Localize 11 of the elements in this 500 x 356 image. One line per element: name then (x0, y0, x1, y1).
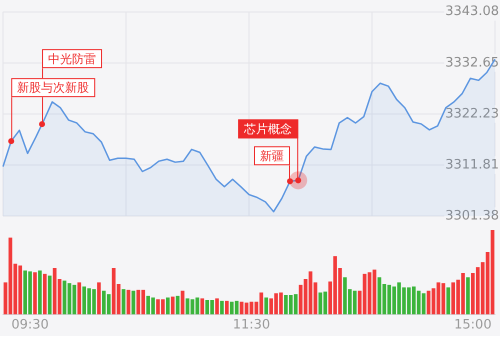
annotation: 新疆 (260, 148, 284, 163)
y-tick-label: 3322.23 (445, 106, 499, 122)
y-tick-label: 3311.81 (445, 157, 499, 172)
annotation: 新股与次新股 (17, 80, 90, 95)
y-tick-label: 3343.08 (445, 4, 499, 20)
x-tick-label: 09:30 (11, 318, 49, 333)
x-tick-label: 15:00 (454, 318, 492, 333)
annotation: 芯片概念 (243, 122, 292, 136)
annotation: 中光防雷 (48, 52, 96, 66)
y-tick-label: 3301.38 (445, 208, 499, 224)
x-tick-label: 11:30 (232, 318, 270, 333)
